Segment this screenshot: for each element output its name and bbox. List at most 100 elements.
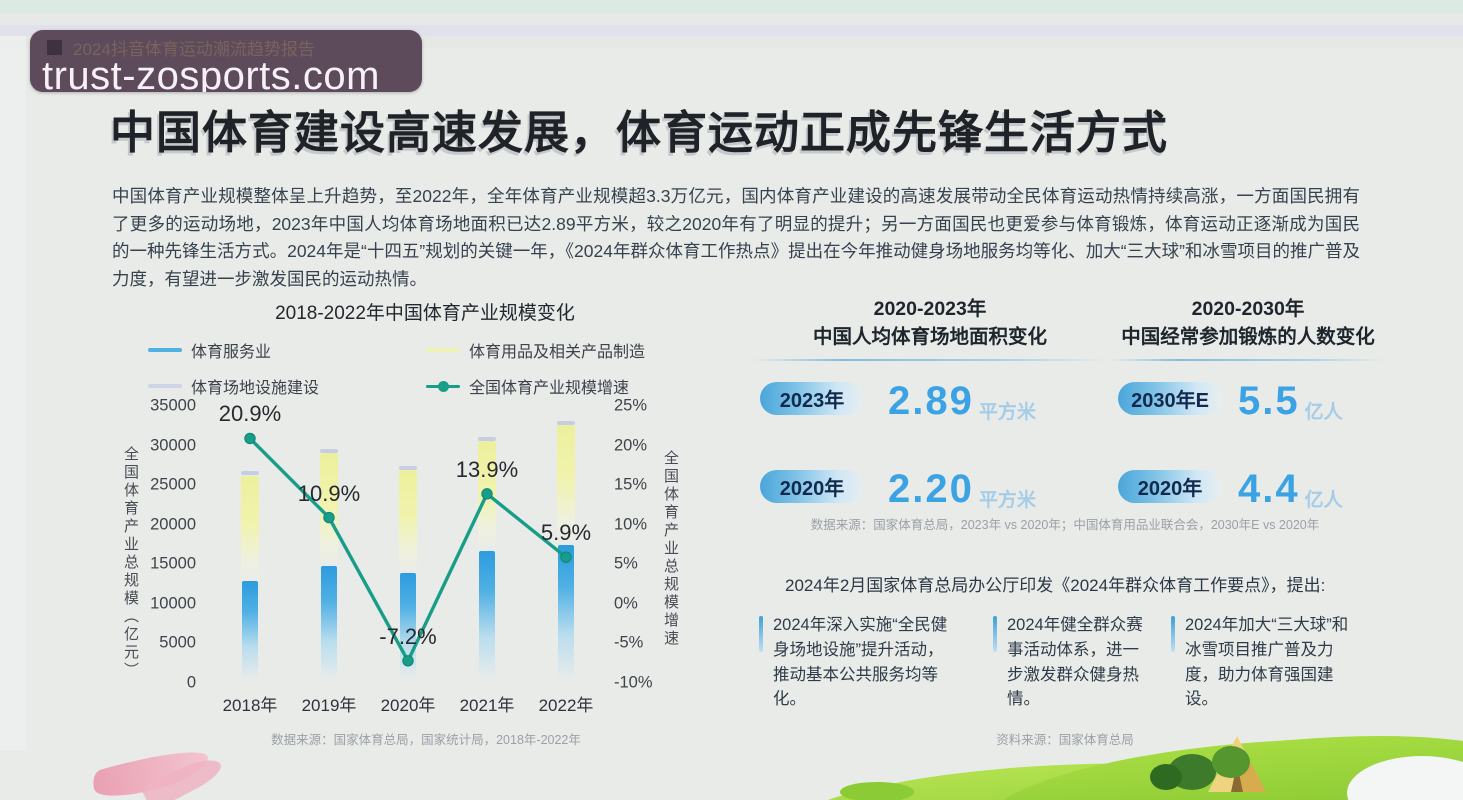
panel-title-line1: 2020-2030年 [1191,298,1305,320]
chart-plot-area: 20.9% 10.9% -7.2% 13.9% 5.9% [206,401,646,683]
axis-tick-label: 10% [614,515,648,534]
bush-icon [1212,746,1250,778]
stat-row: 2030年E 5.5 亿人 [1118,379,1343,424]
bush-icon [1150,764,1182,790]
stat-value: 2.20 [888,467,974,511]
stat-value: 4.4 [1238,467,1300,511]
stat-source-note: 数据来源：国家体育总局，2023年 vs 2020年；中国体育用品业联合会，20… [810,518,1320,532]
axis-tick-label: 30000 [150,436,196,455]
stat-row: 2023年 2.89 平方米 [760,379,1036,424]
bar-segment [557,424,575,546]
report-title: 2024抖音体育运动潮流趋势报告 [73,40,315,59]
legend-label: 体育服务业 [191,344,272,361]
bar-segment [557,420,575,425]
panel-title-line2: 中国经常参加锻炼的人数变化 [1121,326,1375,349]
panel-underline [752,358,1108,361]
bar-segment [399,470,417,573]
legend-label: 体育用品及相关产品制造 [469,344,646,361]
panel-title-line1: 2020-2023年 [873,298,987,320]
left-axis-ticks: 35000 30000 25000 20000 15000 10000 5000 0 [120,397,196,692]
legend-item-venue: 体育场地设施建设 [148,374,426,398]
stat-value: 5.5 [1238,379,1300,423]
top-stripe-mint [0,0,1463,13]
chart-title: 2018-2022年中国体育产业规模变化 [275,303,575,324]
bar-segment [399,465,417,470]
bar-segment [478,436,496,441]
watermark-overlay: 2024抖音体育运动潮流趋势报告 trust-zosports.com [30,30,422,92]
bullet-bar-icon [993,616,997,652]
axis-tick-label: -10% [614,673,653,692]
axis-tick-label: 10000 [150,594,196,613]
bar-segment [241,471,259,476]
stat-panel-exercisers: 2020-2030年 中国经常参加锻炼的人数变化 2030年E 5.5 亿人 2… [1098,295,1398,511]
legend-item-service: 体育服务业 [148,338,426,362]
policy-heading: 2024年2月国家体育总局办公厅印发《2024年群众体育工作要点》，提出: [785,576,1326,595]
axis-tick-label: 0% [614,594,638,613]
year-pill: 2030年E [1118,382,1222,415]
axis-tick-label: 20% [614,436,648,455]
line-point-label: 13.9% [455,456,519,482]
policy-item-text: 2024年健全群众赛事活动体系，进一步激发群众健身热情。 [1007,616,1143,709]
intro-paragraph: 中国体育产业规模整体呈上升趋势，至2022年，全年体育产业规模超3.3万亿元，国… [112,186,1360,289]
axis-tick-label: 15% [614,475,648,494]
axis-tick-label: 25000 [150,475,196,494]
policy-item: 2024年健全群众赛事活动体系，进一步激发群众健身热情。 [993,613,1155,712]
bullet-bar-icon [759,616,763,652]
stat-unit: 平方米 [978,490,1036,511]
stat-row: 2020年 4.4 亿人 [1118,467,1343,512]
pink-petal-decoration [89,740,242,800]
watermark-site: trust-zosports.com [42,54,380,92]
chart-source-note: 数据来源：国家体育总局，国家统计局，2018年-2022年 [271,733,581,747]
industry-scale-chart: 2018-2022年中国体育产业规模变化 体育服务业 体育用品及相关产品制造 体… [120,298,700,763]
year-pill: 2023年 [760,382,864,415]
axis-tick-label: 35000 [150,396,196,415]
panel-title-line2: 中国人均体育场地面积变化 [812,326,1047,349]
policy-section: 2024年2月国家体育总局办公厅印发《2024年群众体育工作要点》，提出: 20… [745,563,1385,763]
line-point-label: 20.9% [218,401,282,427]
legend-item-growth: 全国体育产业规模增速 [426,374,693,398]
axis-tick-label: 0 [186,673,196,692]
legend-swatch-lavender [148,384,182,388]
page-title: 中国体育建设高速发展，体育运动正成先锋生活方式 [110,107,1169,158]
growth-line [244,432,572,667]
right-axis-title: 全国体育产业总规模增速 [662,450,679,648]
stat-unit: 亿人 [1304,402,1343,423]
green-hills-decoration [820,730,1463,800]
bar-segment [241,475,259,581]
bar-segment [321,565,337,683]
policy-item: 2024年加大“三大球”和冰雪项目推广普及力度，助力体育强国建设。 [1171,613,1363,712]
stat-row: 2020年 2.20 平方米 [760,467,1036,512]
x-axis-label: 2019年 [301,696,357,715]
bar-segment [479,550,495,683]
policy-item-text: 2024年深入实施“全民健身场地设施”提升活动，推动基本公共服务均等化。 [773,616,948,709]
legend-swatch-blue [148,348,182,352]
top-stripe-gray [0,13,1463,25]
report-header: 2024抖音体育运动潮流趋势报告 [47,35,422,60]
line-point-label: -7.2% [379,623,437,649]
legend-label: 体育场地设施建设 [191,380,320,397]
axis-tick-label: 5% [614,554,638,573]
stat-value: 2.89 [888,379,974,423]
legend-swatch-line-dot [426,380,460,392]
stat-panel-venue-area: 2020-2023年 中国人均体育场地面积变化 2023年 2.89 平方米 2… [740,295,1120,511]
axis-tick-label: -5% [614,633,644,652]
axis-tick-label: 5000 [159,633,196,652]
policy-item: 2024年深入实施“全民健身场地设施”提升活动，推动基本公共服务均等化。 [759,613,959,712]
x-axis-label: 2020年 [380,696,436,715]
year-pill: 2020年 [1118,470,1222,503]
x-axis-label: 2018年 [222,696,278,715]
panel-title: 2020-2023年 中国人均体育场地面积变化 [740,295,1120,352]
left-edge-strip [0,36,26,750]
chart-legend: 体育服务业 体育用品及相关产品制造 体育场地设施建设 全国体育产业规模增速 [148,338,693,398]
right-axis-ticks: 25% 20% 15% 10% 5% 0% -5% -10% [614,397,674,692]
stat-unit: 平方米 [978,402,1036,423]
bar-segment [242,580,258,683]
axis-tick-label: 25% [614,396,648,415]
bar-segment [320,452,338,566]
stat-unit: 亿人 [1304,490,1343,511]
left-axis-title: 全国体育产业总规模（亿元） [122,446,139,680]
top-stripe-lavender [0,25,1463,36]
bar-segment [320,448,338,453]
bar-segment [558,545,574,683]
